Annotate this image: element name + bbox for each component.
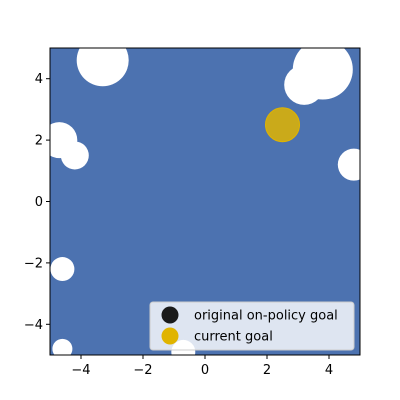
y-tick-label: 4 xyxy=(35,72,43,87)
y-tick-label: −4 xyxy=(24,318,43,333)
legend-label: original on-policy goal xyxy=(194,309,338,324)
y-tick-label: 2 xyxy=(35,134,43,149)
x-tick-label: −4 xyxy=(71,363,90,378)
uncovered-region xyxy=(55,262,69,276)
points-layer xyxy=(265,107,300,143)
x-axis: −4 −2 0 2 4 xyxy=(71,355,333,378)
coverage-layer xyxy=(50,48,360,355)
uncovered-region xyxy=(67,147,83,164)
y-axis: −4 −2 0 2 4 xyxy=(24,72,50,333)
y-tick-label: 0 xyxy=(35,195,43,210)
legend-marker xyxy=(161,306,179,324)
x-tick-label: 0 xyxy=(201,363,209,378)
legend: original on-policy goal current goal xyxy=(149,301,355,351)
legend-marker xyxy=(161,327,179,345)
legend-label: current goal xyxy=(194,330,273,345)
uncovered-region xyxy=(293,73,316,96)
uncovered-region xyxy=(50,130,70,150)
uncovered-region xyxy=(88,48,117,75)
x-tick-label: −2 xyxy=(133,363,152,378)
x-tick-label: 2 xyxy=(263,363,271,378)
goal-point xyxy=(265,107,300,143)
legend-box xyxy=(149,301,355,351)
uncovered-region xyxy=(345,155,360,174)
x-tick-label: 4 xyxy=(325,363,333,378)
uncovered-region xyxy=(56,343,68,355)
y-tick-label: −2 xyxy=(24,256,43,271)
